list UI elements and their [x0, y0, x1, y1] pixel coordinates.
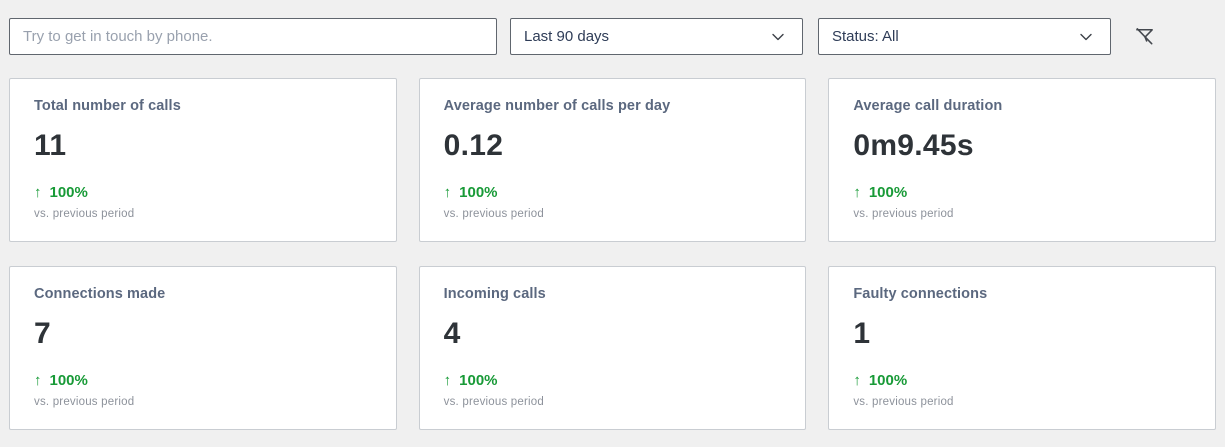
card-value: 7: [34, 317, 51, 350]
change-percent: 100%: [459, 184, 498, 201]
card-change: ↑ 100%: [444, 184, 782, 201]
card-change: ↑ 100%: [853, 184, 1191, 201]
card-title: Average call duration: [853, 98, 1003, 114]
card-title: Incoming calls: [443, 286, 546, 302]
change-percent: 100%: [868, 184, 908, 201]
card-change: ↑ 100%: [34, 372, 372, 389]
card-value: 4: [443, 317, 461, 350]
filter-off-icon: [1135, 28, 1153, 45]
change-percent: 100%: [868, 372, 908, 389]
change-percent: 100%: [49, 372, 88, 389]
stat-card-avg-call-duration: Average call duration 0m9.45s ↑ 100% vs.…: [828, 78, 1216, 242]
card-value: 11: [34, 129, 67, 162]
arrow-up-icon: ↑: [34, 184, 42, 201]
search-input[interactable]: [9, 18, 497, 55]
card-title: Total number of calls: [34, 98, 181, 114]
date-range-value: Last 90 days: [524, 28, 610, 45]
card-change: ↑ 100%: [34, 184, 372, 201]
card-comparison: vs. previous period: [853, 396, 954, 408]
status-select[interactable]: Status: All: [818, 18, 1111, 55]
card-value: 0.12: [443, 129, 504, 162]
stat-card-faulty-connections: Faulty connections 1 ↑ 100% vs. previous…: [828, 266, 1216, 430]
date-range-select[interactable]: Last 90 days: [510, 18, 803, 55]
card-comparison: vs. previous period: [443, 396, 544, 408]
change-percent: 100%: [459, 372, 498, 389]
card-title: Connections made: [34, 286, 166, 302]
stat-card-connections-made: Connections made 7 ↑ 100% vs. previous p…: [9, 266, 397, 430]
calls-dashboard: Last 90 days Status: All Total number of…: [9, 18, 1216, 430]
card-change: ↑ 100%: [444, 372, 782, 389]
arrow-up-icon: ↑: [34, 372, 42, 389]
card-comparison: vs. previous period: [443, 208, 544, 220]
change-percent: 100%: [49, 184, 88, 201]
card-value: 0m9.45s: [853, 129, 974, 162]
chevron-down-icon: [1080, 33, 1092, 40]
filters-row: Last 90 days Status: All: [9, 18, 1216, 55]
card-title: Average number of calls per day: [443, 98, 671, 114]
stat-card-incoming-calls: Incoming calls 4 ↑ 100% vs. previous per…: [418, 266, 807, 430]
status-value: Status: All: [832, 28, 899, 45]
chevron-down-icon: [772, 33, 784, 40]
card-change: ↑ 100%: [853, 372, 1191, 389]
stat-cards-grid: Total number of calls 11 ↑ 100% vs. prev…: [9, 78, 1216, 430]
arrow-up-icon: ↑: [853, 184, 861, 201]
arrow-up-icon: ↑: [853, 372, 861, 389]
card-comparison: vs. previous period: [34, 396, 135, 408]
card-value: 1: [853, 317, 871, 350]
arrow-up-icon: ↑: [443, 372, 452, 389]
card-title: Faulty connections: [853, 286, 988, 302]
card-comparison: vs. previous period: [34, 208, 135, 220]
card-comparison: vs. previous period: [853, 208, 954, 220]
arrow-up-icon: ↑: [443, 184, 452, 201]
stat-card-avg-calls-per-day: Average number of calls per day 0.12 ↑ 1…: [418, 78, 807, 242]
stat-card-total-calls: Total number of calls 11 ↑ 100% vs. prev…: [9, 78, 397, 242]
clear-filters-button[interactable]: [1130, 23, 1158, 51]
